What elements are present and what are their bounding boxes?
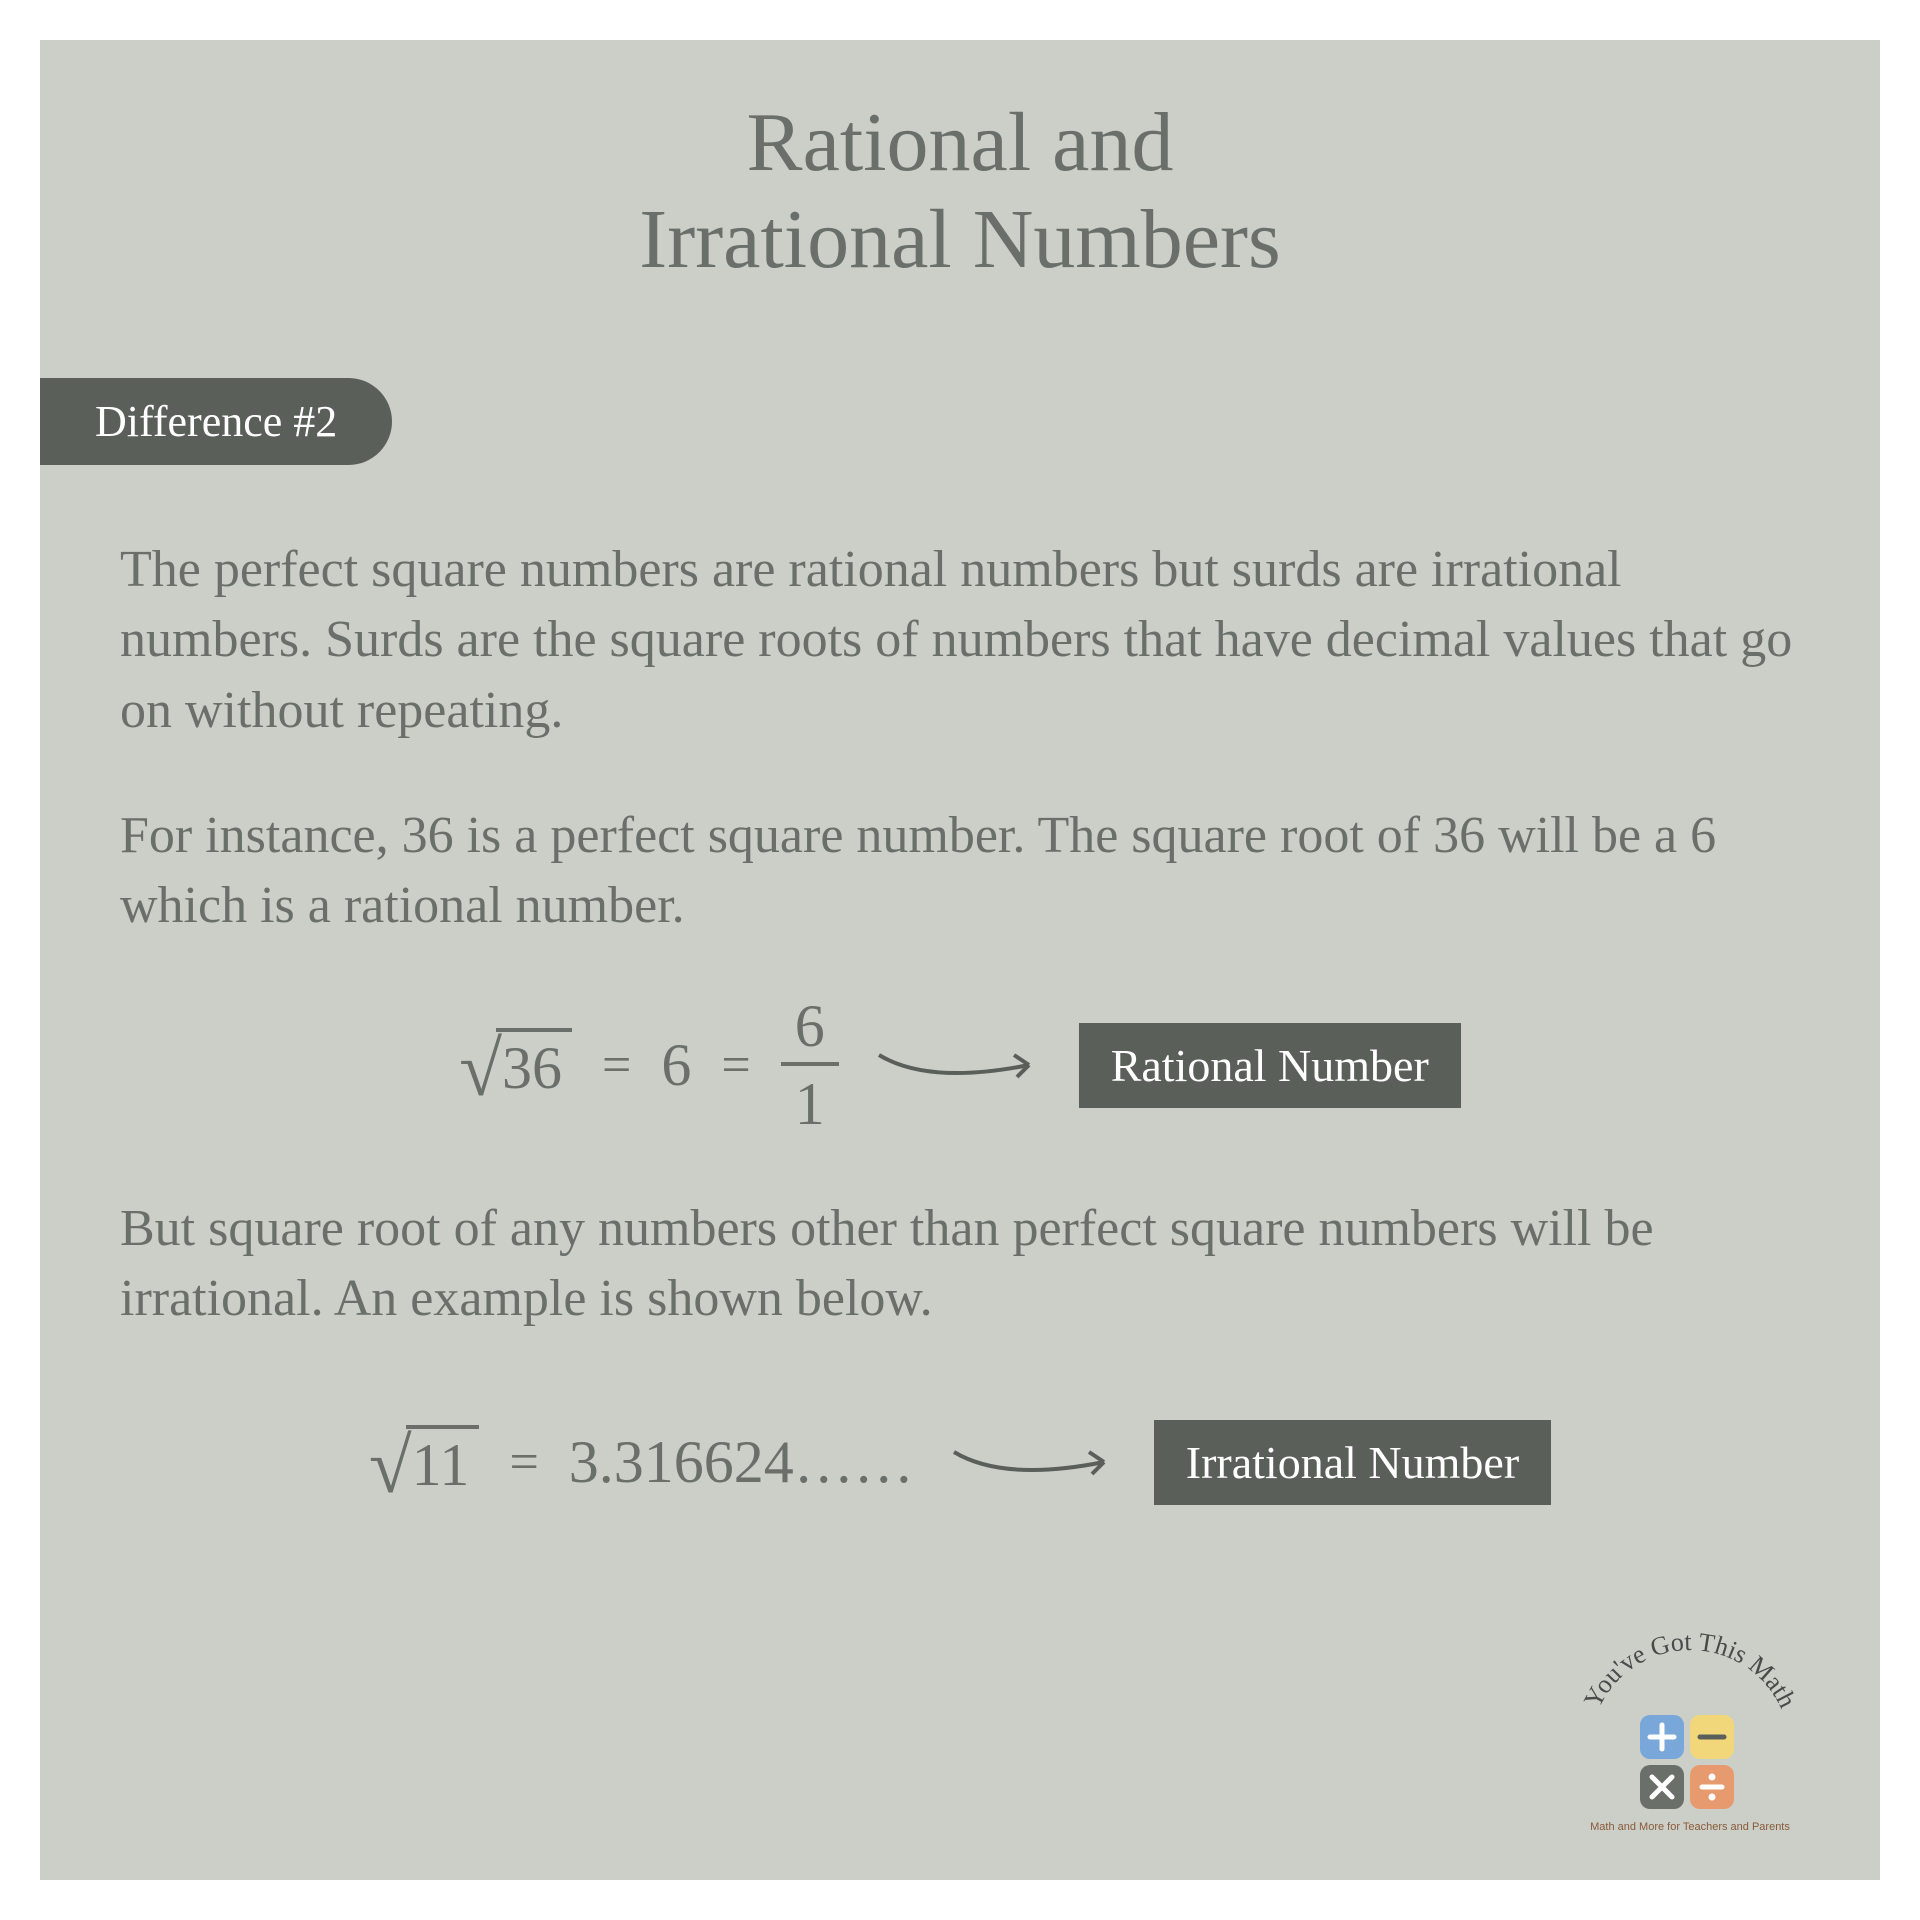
arrow-icon <box>944 1432 1124 1492</box>
page-title: Rational and Irrational Numbers <box>40 40 1880 288</box>
difference-pill: Difference #2 <box>40 378 392 465</box>
pill-label: Difference #2 <box>95 397 337 446</box>
radicand-11: 11 <box>406 1425 480 1500</box>
logo-text: You've Got This Math <box>1578 1627 1802 1712</box>
value-decimal: 3.316624…… <box>569 1428 914 1497</box>
fraction-denominator: 1 <box>781 1062 839 1134</box>
paragraph-1: The perfect square numbers are rational … <box>40 535 1880 746</box>
radical-icon: √ <box>369 1431 412 1501</box>
arrow-icon <box>869 1035 1049 1095</box>
equation-irrational: √ 11 = 3.316624…… Irrational Number <box>40 1420 1880 1505</box>
value-6: 6 <box>661 1031 691 1100</box>
equals-sign: = <box>509 1433 538 1492</box>
paragraph-2: For instance, 36 is a perfect square num… <box>40 801 1880 941</box>
title-line-1: Rational and <box>747 96 1174 189</box>
title-line-2: Irrational Numbers <box>639 193 1280 286</box>
fraction-numerator: 6 <box>781 996 839 1062</box>
infographic-card: Rational and Irrational Numbers Differen… <box>40 40 1880 1880</box>
equation-rational: √ 36 = 6 = 6 1 Rational Number <box>40 996 1880 1134</box>
equals-sign: = <box>602 1036 631 1095</box>
radical-icon: √ <box>459 1034 502 1104</box>
irrational-label: Irrational Number <box>1154 1420 1551 1505</box>
equals-sign: = <box>721 1036 750 1095</box>
rational-label: Rational Number <box>1079 1023 1461 1108</box>
brand-logo: You've Got This Math Math and More for T… <box>1560 1620 1820 1850</box>
paragraph-3: But square root of any numbers other tha… <box>40 1194 1880 1334</box>
sqrt-11: √ 11 <box>369 1425 480 1500</box>
radicand-36: 36 <box>496 1028 572 1103</box>
fraction-6-over-1: 6 1 <box>781 996 839 1134</box>
svg-text:You've Got This Math: You've Got This Math <box>1578 1627 1802 1712</box>
logo-tagline: Math and More for Teachers and Parents <box>1590 1821 1790 1833</box>
sqrt-36: √ 36 <box>459 1028 572 1103</box>
